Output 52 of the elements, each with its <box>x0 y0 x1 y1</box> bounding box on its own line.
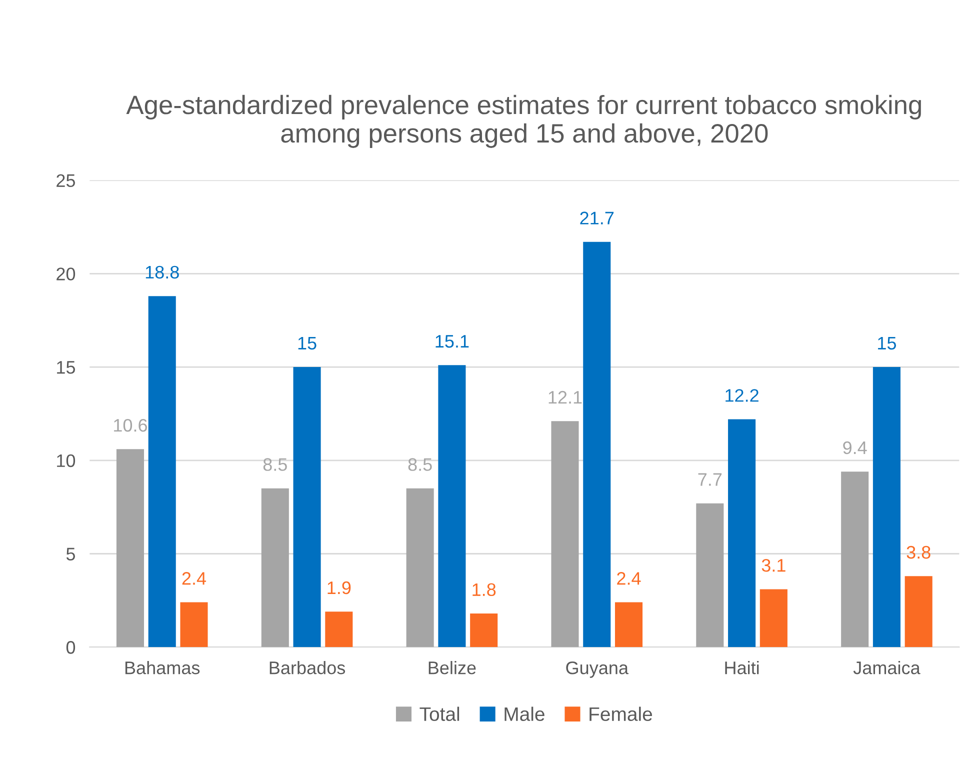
data-label: 15 <box>298 336 316 350</box>
y-tick-label: 15 <box>57 361 76 374</box>
bar <box>180 602 208 648</box>
bar <box>470 614 498 648</box>
data-label: 1.8 <box>472 583 496 596</box>
bar <box>551 421 579 648</box>
x-tick-label: Bahamas <box>125 660 200 674</box>
chart-title: Age-standardized prevalence estimates for current tobacco smoking among persons aged 15 and above, 2020 <box>126 94 921 148</box>
y-tick-label: 25 <box>56 174 76 188</box>
bar <box>728 419 756 648</box>
bar <box>325 612 353 648</box>
legend-label: Female <box>590 706 652 722</box>
data-label: 12.1 <box>548 390 582 404</box>
x-tick-label: Haiti <box>725 660 759 674</box>
bar <box>438 365 466 648</box>
y-tick-label: 0 <box>66 641 76 654</box>
data-label: 10.6 <box>114 418 148 432</box>
x-tick-label: Jamaica <box>853 660 920 674</box>
data-label: 3.8 <box>906 546 930 559</box>
data-label: 3.1 <box>762 558 786 572</box>
bar <box>148 296 176 648</box>
bar <box>406 488 434 648</box>
y-tick-label: 10 <box>57 454 76 468</box>
data-label: 7.7 <box>698 473 722 486</box>
bar <box>614 602 643 648</box>
y-tick-label: 5 <box>66 548 76 560</box>
x-tick-label: Barbados <box>270 660 346 674</box>
data-label: 18.8 <box>146 266 179 279</box>
legend-label: Total <box>420 706 460 722</box>
data-label: 1.9 <box>328 581 351 594</box>
bar <box>904 576 932 648</box>
bar <box>841 472 869 648</box>
bar <box>261 488 289 648</box>
data-label: 9.4 <box>843 441 867 454</box>
legend-label: Male <box>504 706 544 722</box>
data-label: 15.1 <box>436 335 469 348</box>
y-tick-label: 20 <box>56 268 76 280</box>
bar <box>116 449 144 648</box>
data-label: 2.4 <box>182 572 206 585</box>
x-tick-label: Belize <box>428 660 476 674</box>
data-label: 8.5 <box>263 458 287 471</box>
bar <box>696 503 724 648</box>
data-label: 2.4 <box>617 572 641 585</box>
data-label: 12.2 <box>726 389 758 402</box>
bar <box>760 589 788 648</box>
bar <box>872 367 900 648</box>
x-tick-label: Guyana <box>566 661 628 678</box>
bar <box>293 367 321 648</box>
data-label: 15 <box>878 336 896 350</box>
data-label: 21.7 <box>580 212 614 224</box>
data-label: 8.5 <box>408 458 432 471</box>
bar <box>583 242 611 648</box>
